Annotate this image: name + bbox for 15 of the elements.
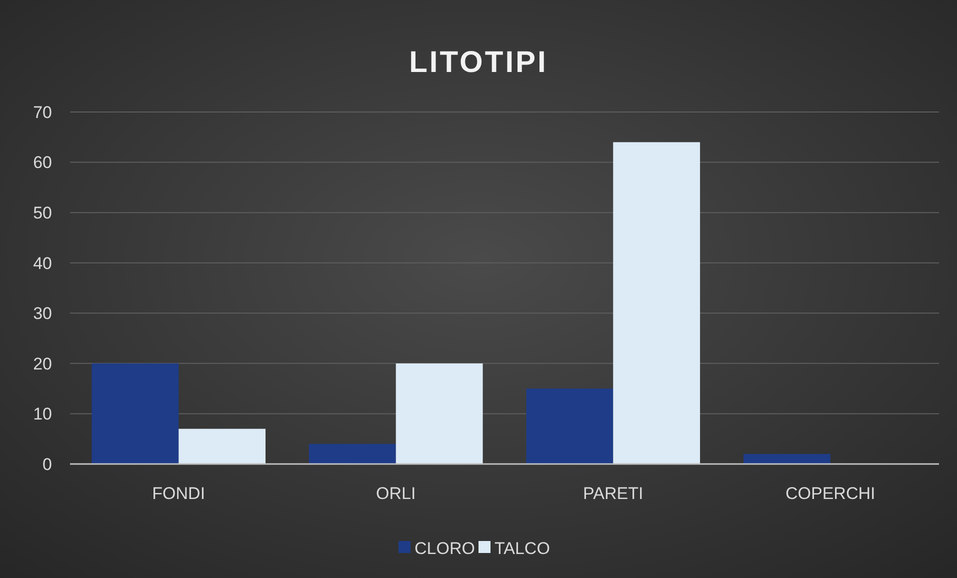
y-tick-label: 70 <box>33 102 52 122</box>
y-tick-label: 40 <box>33 254 52 273</box>
x-tick-label: PARETI <box>583 484 644 503</box>
x-tick-label: COPERCHI <box>786 484 876 503</box>
y-tick-label: 60 <box>33 153 52 172</box>
x-tick-label: FONDI <box>152 484 206 503</box>
legend-label: CLORO <box>414 538 475 558</box>
y-tick-label: 20 <box>33 354 52 374</box>
chart-title: LITOTIPI <box>409 46 548 79</box>
y-tick-label: 0 <box>42 454 52 474</box>
y-tick-label: 50 <box>33 204 52 223</box>
legend-label: TALCO <box>494 538 550 558</box>
y-tick-label: 30 <box>33 304 52 324</box>
x-tick-label: ORLI <box>376 484 416 503</box>
y-tick-label: 10 <box>33 404 52 424</box>
